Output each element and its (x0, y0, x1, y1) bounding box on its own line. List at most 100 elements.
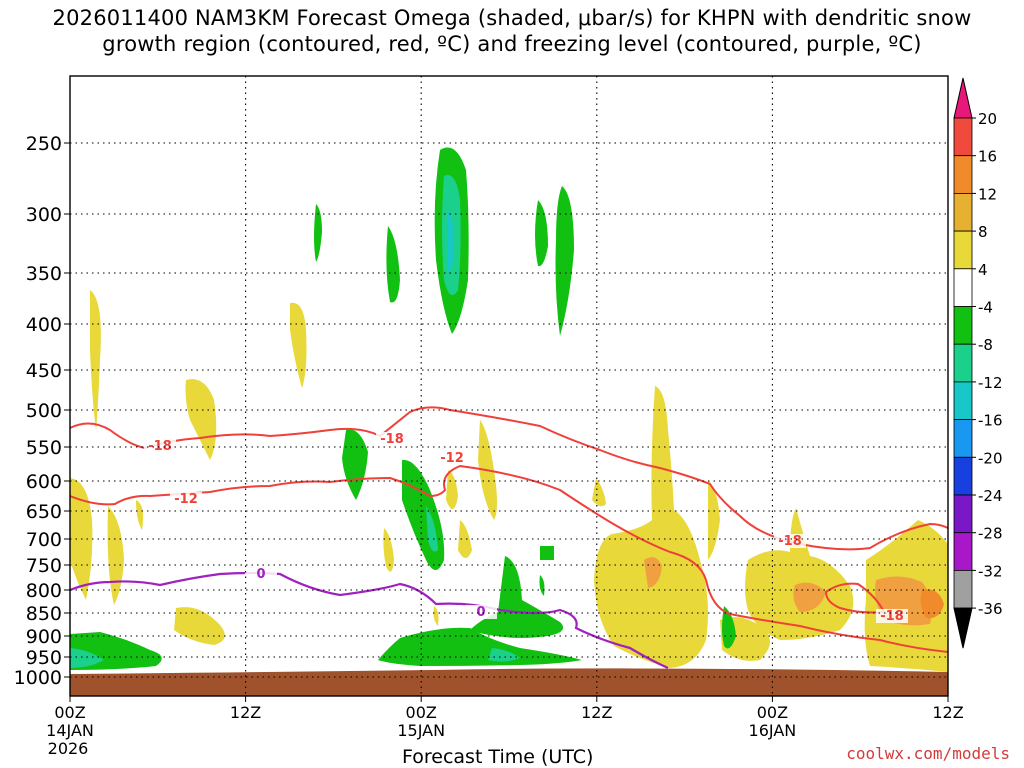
contour-freezing-level (70, 571, 669, 670)
y-tick-label: 1000 (14, 667, 62, 689)
x-tick-label: 00Z (757, 703, 788, 722)
omega-shaded-region (136, 500, 144, 530)
contour-label-bg (436, 451, 468, 465)
colorbar-label: -4 (978, 299, 993, 317)
colorbar-label: 8 (978, 223, 988, 241)
contour-label-bg (774, 534, 806, 548)
y-tick-label: 350 (26, 263, 62, 285)
y-tick-label: 600 (26, 471, 62, 493)
colorbar-label: -28 (978, 525, 1003, 543)
omega-shaded-region (90, 290, 101, 430)
x-tick-label: 00Z (406, 703, 437, 722)
colorbar-label: 12 (978, 185, 997, 203)
omega-shaded-region (594, 386, 708, 668)
colorbar-bottom-arrow (953, 607, 973, 649)
colorbar-swatch (953, 419, 973, 458)
y-tick-label: 550 (26, 437, 62, 459)
contour-label: -18 (880, 609, 904, 624)
y-tick-label: 650 (26, 501, 62, 523)
x-tick-year-label: 2026 (48, 739, 89, 758)
omega-shaded-region (708, 480, 720, 560)
y-tick-label: 500 (26, 400, 62, 422)
omega-shaded-region (174, 607, 225, 645)
colorbar-swatch (953, 117, 973, 157)
omega-shaded-region (555, 186, 574, 336)
colorbar-swatch (953, 570, 973, 609)
y-tick-label: 400 (26, 314, 62, 336)
contour-label-bg (170, 492, 202, 506)
chart-title-line-1: 2026011400 NAM3KM Forecast Omega (shaded… (52, 6, 972, 30)
omega-shaded-region (426, 506, 438, 552)
x-tick-label: 12Z (932, 703, 963, 722)
plot-frame (69, 75, 949, 697)
omega-shaded-region (446, 470, 458, 510)
colorbar-label: 16 (978, 148, 997, 166)
colorbar-swatch (953, 268, 973, 307)
x-tick-label: 12Z (230, 703, 261, 722)
colorbar-label: -8 (978, 336, 993, 354)
y-tick-label: 250 (26, 133, 62, 155)
omega-shaded-region (920, 589, 944, 619)
colorbar-label: -24 (978, 487, 1003, 505)
x-tick-date-label: 14JAN (46, 721, 94, 740)
contour-label: -18 (148, 439, 172, 454)
colorbar-swatch (953, 192, 973, 232)
contour-label-bg (376, 432, 408, 446)
contour-label-bg (465, 605, 497, 619)
colorbar-swatch (953, 155, 973, 194)
colorbar-label: -20 (978, 449, 1003, 467)
contour-label-bg (144, 439, 176, 453)
colorbar-swatch (953, 532, 973, 571)
contour-label: -18 (380, 432, 404, 447)
contour-label: -18 (778, 534, 802, 549)
colorbar-swatch (953, 494, 973, 534)
omega-shaded-region (540, 546, 554, 560)
y-tick-label: 850 (26, 603, 62, 625)
omega-shaded-region (433, 606, 439, 626)
omega-shaded-region (314, 204, 322, 262)
x-tick-label: 12Z (581, 703, 612, 722)
omega-shaded-region (745, 508, 854, 640)
colorbar-label: -36 (978, 600, 1003, 618)
contour-minus12 (70, 464, 948, 653)
omega-shaded-region (488, 648, 520, 662)
omega-shaded-region (378, 627, 582, 666)
x-axis-label: Forecast Time (UTC) (402, 746, 594, 768)
x-tick-label: 00Z (54, 703, 85, 722)
colorbar-label: 20 (978, 110, 997, 128)
colorbar-swatch (953, 230, 973, 270)
y-tick-label: 700 (26, 529, 62, 551)
omega-shaded-region (539, 575, 545, 596)
contour-label: -12 (174, 492, 198, 507)
x-tick-date-label: 16JAN (749, 721, 797, 740)
colorbar-label: -12 (978, 374, 1003, 392)
y-tick-label: 950 (26, 647, 62, 669)
colorbar-label: 4 (978, 261, 988, 279)
omega-shaded-region (107, 506, 124, 605)
y-tick-label: 800 (26, 580, 62, 602)
y-tick-label: 900 (26, 626, 62, 648)
colorbar-label: -16 (978, 412, 1003, 430)
colorbar-top-arrow (953, 77, 973, 119)
x-tick-date-label: 15JAN (397, 721, 445, 740)
omega-shaded-region (592, 478, 606, 507)
colorbar-swatch (953, 306, 973, 345)
omega-shaded-region (402, 459, 445, 570)
colorbar-label: -32 (978, 562, 1003, 580)
chart-title-line-2: growth region (contoured, red, ºC) and f… (102, 32, 922, 56)
colorbar-swatch (953, 343, 973, 383)
contour-label: 0 (476, 605, 485, 620)
y-tick-label: 750 (26, 555, 62, 577)
y-tick-label: 300 (26, 204, 62, 226)
omega-shaded-region (535, 200, 548, 267)
omega-shaded-region (383, 528, 394, 572)
omega-shaded-region (342, 429, 368, 500)
omega-shaded-region (470, 556, 564, 638)
omega-shaded-region (185, 379, 217, 460)
contour-label: 0 (256, 567, 265, 582)
omega-shaded-region (722, 606, 736, 649)
omega-shaded-region (386, 226, 400, 303)
omega-shaded-region (70, 648, 104, 668)
